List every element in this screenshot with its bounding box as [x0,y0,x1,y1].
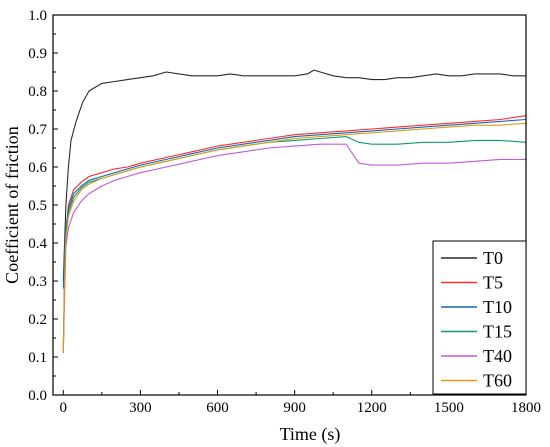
y-tick-label: 0.1 [28,350,47,366]
series-line-t60 [62,122,526,354]
y-tick-label: 1.0 [28,8,47,24]
series-line-t0 [62,69,526,282]
series-line-t40 [62,143,526,354]
x-tick-label: 900 [283,400,306,416]
x-tick-label: 1200 [357,400,387,416]
legend-label-t40: T40 [483,346,512,366]
y-tick-label: 0.0 [28,388,47,404]
y-tick-label: 0.9 [28,46,47,62]
y-tick-label: 0.6 [28,160,47,176]
x-tick-label: 1500 [434,400,464,416]
series-line-t10 [62,118,526,289]
y-tick-label: 0.3 [28,274,47,290]
series-line-t5 [62,115,526,350]
y-axis-title: Coefficient of friction [2,126,22,284]
x-tick-label: 0 [60,400,68,416]
x-tick-label: 300 [129,400,152,416]
y-tick-label: 0.7 [28,122,47,138]
y-tick-label: 0.8 [28,84,47,100]
x-tick-label: 600 [206,400,229,416]
ticks-layer: 0 300 600 900 1200 1500 1800 0.0 0.1 0.2 0.3 0.4 0.5… [28,8,541,416]
legend-label-t10: T10 [483,297,512,317]
legend-label-t15: T15 [483,322,512,342]
series-layer [62,69,526,354]
legend-label-t0: T0 [483,248,503,268]
y-tick-label: 0.2 [28,312,47,328]
x-axis-title: Time (s) [280,424,341,445]
legend-label-t60: T60 [483,371,512,391]
legend: T0 T5 T10 T15 T40 T60 [432,240,527,395]
y-tick-label: 0.5 [28,198,47,214]
x-tick-label: 1800 [511,400,541,416]
legend-label-t5: T5 [483,273,503,293]
y-tick-label: 0.4 [28,236,47,252]
legend-box [432,240,527,395]
